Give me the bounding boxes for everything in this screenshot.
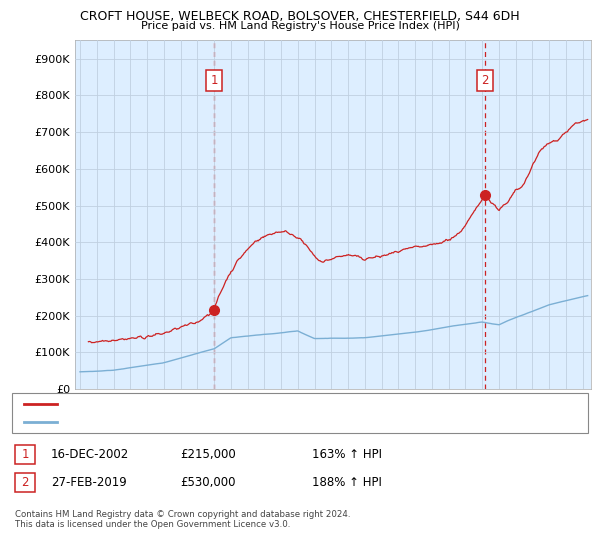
Text: 188% ↑ HPI: 188% ↑ HPI — [312, 476, 382, 489]
Text: CROFT HOUSE, WELBECK ROAD, BOLSOVER, CHESTERFIELD, S44 6DH (detached house): CROFT HOUSE, WELBECK ROAD, BOLSOVER, CHE… — [63, 399, 495, 409]
Text: CROFT HOUSE, WELBECK ROAD, BOLSOVER, CHESTERFIELD, S44 6DH: CROFT HOUSE, WELBECK ROAD, BOLSOVER, CHE… — [80, 10, 520, 22]
Text: 2: 2 — [22, 476, 29, 489]
Text: £215,000: £215,000 — [180, 448, 236, 461]
Text: HPI: Average price, detached house, Bolsover: HPI: Average price, detached house, Bols… — [63, 417, 286, 427]
Text: 16-DEC-2002: 16-DEC-2002 — [51, 448, 129, 461]
Text: 163% ↑ HPI: 163% ↑ HPI — [312, 448, 382, 461]
Text: 2: 2 — [481, 74, 489, 87]
Text: 1: 1 — [22, 448, 29, 461]
Text: £530,000: £530,000 — [180, 476, 235, 489]
Text: 27-FEB-2019: 27-FEB-2019 — [51, 476, 127, 489]
Text: Contains HM Land Registry data © Crown copyright and database right 2024.
This d: Contains HM Land Registry data © Crown c… — [15, 510, 350, 529]
Text: Price paid vs. HM Land Registry's House Price Index (HPI): Price paid vs. HM Land Registry's House … — [140, 21, 460, 31]
Text: 1: 1 — [211, 74, 218, 87]
